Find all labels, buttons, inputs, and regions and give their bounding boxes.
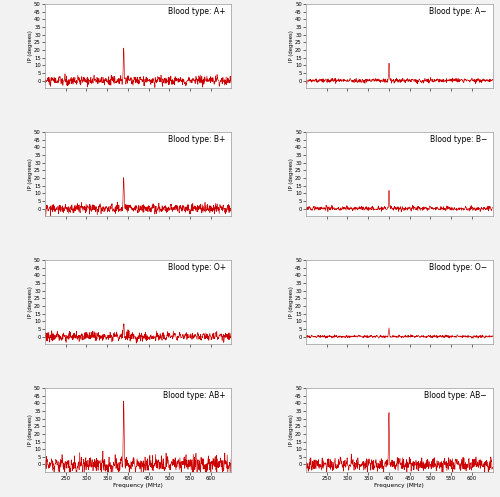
Y-axis label: IP (degrees): IP (degrees) [28, 414, 32, 446]
Text: Blood type: A+: Blood type: A+ [168, 7, 226, 16]
Text: Blood type: AB+: Blood type: AB+ [163, 391, 226, 400]
Text: Blood type: B+: Blood type: B+ [168, 135, 226, 144]
Text: Blood type: O+: Blood type: O+ [168, 263, 226, 272]
Text: Blood type: B−: Blood type: B− [430, 135, 487, 144]
Y-axis label: IP (degrees): IP (degrees) [28, 286, 32, 318]
Y-axis label: IP (degrees): IP (degrees) [288, 158, 294, 190]
Text: Blood type: A−: Blood type: A− [430, 7, 487, 16]
Y-axis label: IP (degrees): IP (degrees) [288, 414, 294, 446]
Y-axis label: IP (degrees): IP (degrees) [288, 286, 294, 318]
Text: Blood type: O−: Blood type: O− [429, 263, 487, 272]
Text: Blood type: AB−: Blood type: AB− [424, 391, 487, 400]
Y-axis label: IP (degrees): IP (degrees) [28, 158, 32, 190]
X-axis label: Frequency (MHz): Frequency (MHz) [374, 484, 424, 489]
Y-axis label: IP (degrees): IP (degrees) [28, 30, 32, 62]
X-axis label: Frequency (MHz): Frequency (MHz) [114, 484, 163, 489]
Y-axis label: IP (degrees): IP (degrees) [288, 30, 294, 62]
